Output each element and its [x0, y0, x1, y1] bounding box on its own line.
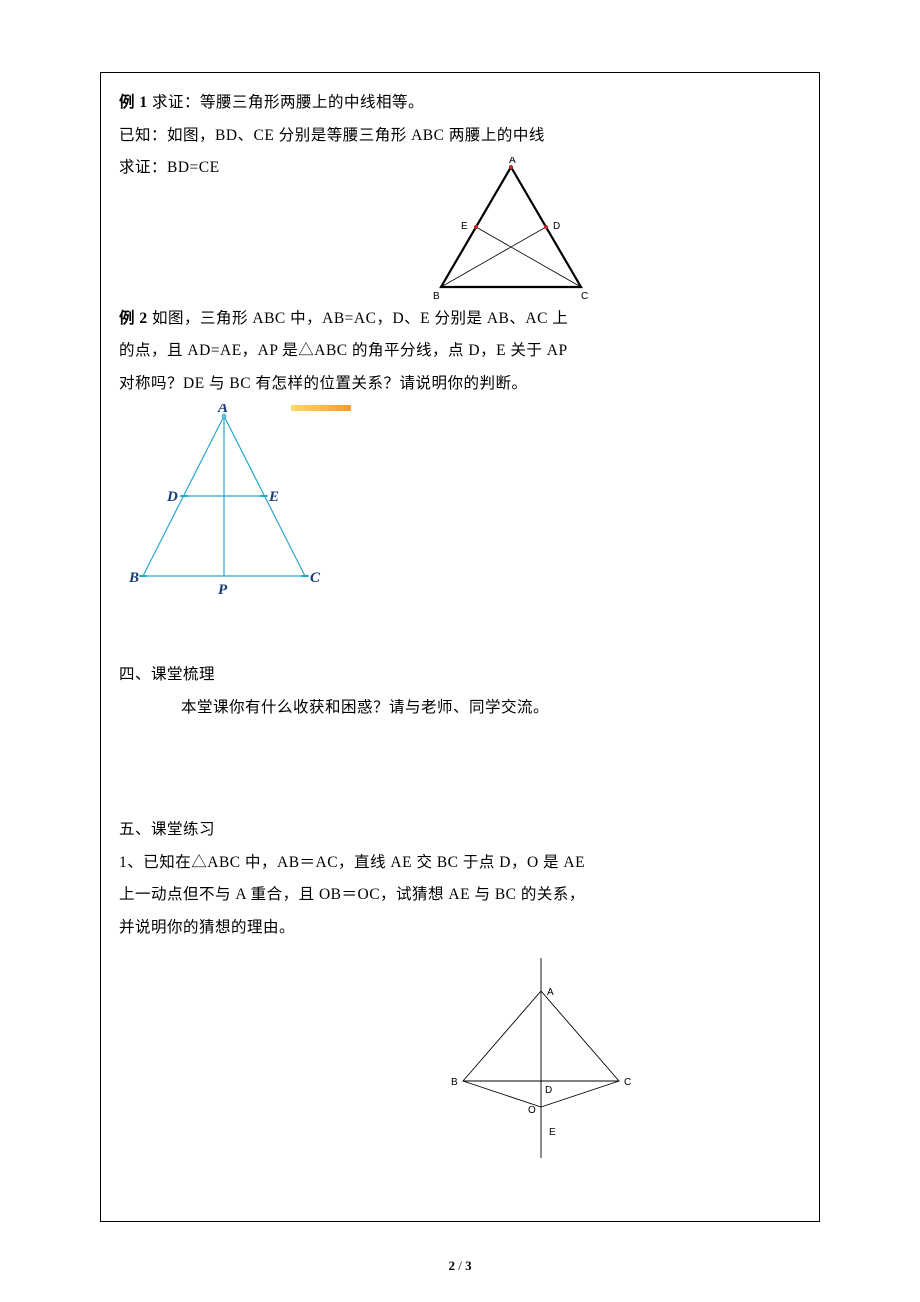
fig1-label-a: A [509, 157, 516, 166]
fig1-label-b: B [433, 291, 440, 302]
fig2-label-d: D [166, 489, 178, 505]
spacer [119, 784, 801, 814]
example-2-text1: 如图，三角形 ABC 中，AB=AC，D、E 分别是 AB、AC 上 [152, 310, 568, 327]
fig3-label-o: O [528, 1105, 536, 1116]
fig1-label-d: D [553, 221, 560, 232]
fig2-label-p: P [218, 582, 228, 598]
figure-2-highlight-strip [291, 405, 351, 411]
page-number-total: 3 [465, 1258, 472, 1273]
example-1-text: 求证：等腰三角形两腰上的中线相等。 [152, 94, 424, 111]
fig3-label-d: D [545, 1085, 552, 1096]
fig1-label-c: C [581, 291, 588, 302]
figure-2-triangle-bisector: A B C D E P [129, 404, 801, 599]
page-number-sep: / [455, 1258, 465, 1273]
example-2-line1: 例 2 如图，三角形 ABC 中，AB=AC，D、E 分别是 AB、AC 上 [119, 303, 801, 336]
section-5-q1-line1: 1、已知在△ABC 中，AB＝AC，直线 AE 交 BC 于点 D，O 是 AE [119, 847, 801, 880]
section-4-body: 本堂课你有什么收获和困惑？请与老师、同学交流。 [119, 692, 801, 725]
spacer [119, 599, 801, 659]
example-1-title: 例 1 求证：等腰三角形两腰上的中线相等。 [119, 87, 801, 120]
spacer [119, 724, 801, 784]
fig2-label-e: E [268, 489, 279, 505]
section-5-q1-line2: 上一动点但不与 A 重合，且 OB＝OC，试猜想 AE 与 BC 的关系， [119, 879, 801, 912]
example-2-line3: 对称吗？DE 与 BC 有怎样的位置关系？请说明你的判断。 [119, 368, 801, 401]
section-5-heading: 五、课堂练习 [119, 814, 801, 847]
example-1-given: 已知：如图，BD、CE 分别是等腰三角形 ABC 两腰上的中线 [119, 120, 801, 153]
fig2-label-a: A [217, 404, 228, 416]
page-footer: 2 / 3 [0, 1258, 920, 1274]
fig3-label-a: A [547, 987, 554, 998]
example-1-label: 例 1 [119, 94, 152, 111]
section-5-q1-line3: 并说明你的猜想的理由。 [119, 912, 801, 945]
example-2-label: 例 2 [119, 310, 152, 327]
fig3-label-c: C [624, 1077, 631, 1088]
section-4-heading: 四、课堂梳理 [119, 659, 801, 692]
fig2-label-b: B [129, 570, 139, 586]
fig2-label-c: C [310, 570, 321, 586]
example-2-line2: 的点，且 AD=AE，AP 是△ABC 的角平分线，点 D，E 关于 AP [119, 335, 801, 368]
figure-3-triangle-perpendicular: A B C D O E [441, 953, 641, 1168]
fig1-label-e: E [461, 221, 468, 232]
figure-1-triangle-medians: A B C E D [421, 157, 601, 307]
content-frame: 例 1 求证：等腰三角形两腰上的中线相等。 已知：如图，BD、CE 分别是等腰三… [100, 72, 820, 1222]
fig3-label-e: E [549, 1127, 556, 1138]
page: 例 1 求证：等腰三角形两腰上的中线相等。 已知：如图，BD、CE 分别是等腰三… [0, 0, 920, 1302]
fig3-label-b: B [451, 1077, 458, 1088]
